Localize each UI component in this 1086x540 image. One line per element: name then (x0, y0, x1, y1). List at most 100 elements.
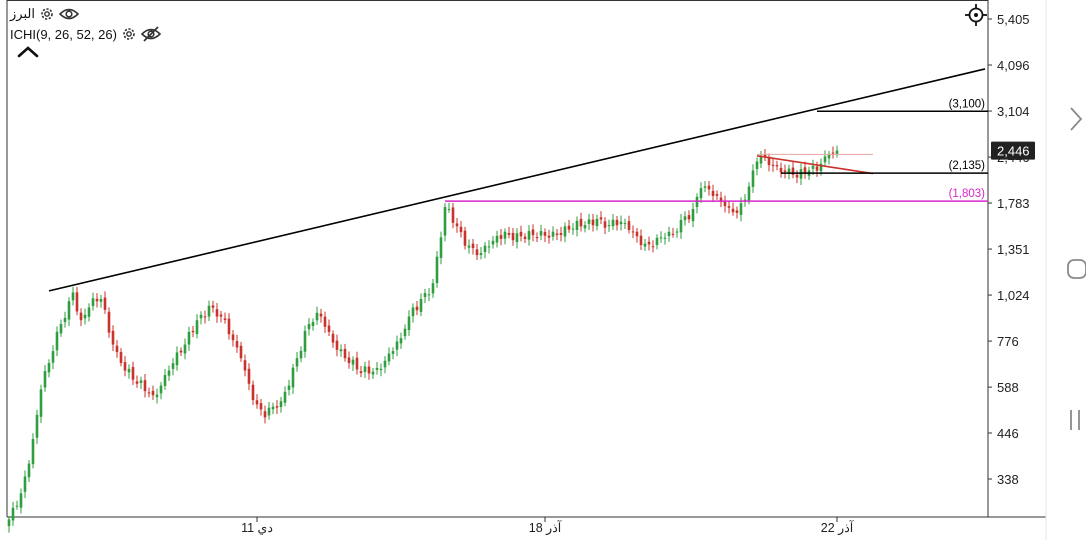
eye-off-icon[interactable] (140, 26, 161, 42)
candle-body (735, 210, 739, 213)
candle-body (307, 324, 311, 330)
candle-body (51, 351, 55, 363)
candle-body (19, 493, 23, 508)
candle-body (267, 407, 271, 416)
candle-body (603, 221, 607, 228)
candle-body (659, 237, 663, 239)
legend-indicator-name: ICHI(9, 26, 52, 26) (10, 26, 117, 42)
candle-body (675, 231, 679, 233)
candle-body (223, 318, 227, 320)
y-tick-label: 5,405 (997, 12, 1030, 27)
y-tick-label: 588 (997, 380, 1019, 395)
pause-icon[interactable] (1068, 408, 1082, 437)
candle-body (275, 406, 279, 408)
candle-body (755, 161, 759, 170)
candle-body (835, 150, 839, 154)
candle-body (611, 219, 615, 227)
candle-body (243, 360, 247, 371)
candle-body (259, 403, 263, 410)
candle-body (83, 314, 87, 319)
candle-body (571, 228, 575, 230)
chevron-up-icon[interactable] (16, 44, 40, 65)
candle-body (627, 221, 631, 230)
candle-body (495, 235, 499, 243)
candle-body (463, 230, 467, 246)
candle-body (235, 341, 239, 348)
candle-body (283, 391, 287, 403)
candle-body (331, 333, 335, 343)
candle-body (479, 252, 483, 255)
candle-body (251, 384, 255, 401)
candle-body (271, 406, 275, 410)
gear-icon[interactable] (121, 26, 137, 42)
rounded-square-icon[interactable] (1066, 258, 1086, 285)
crosshair-icon[interactable] (965, 4, 987, 31)
candle-body (151, 390, 155, 396)
candle-body (703, 186, 707, 188)
current-price-label: 2,446 (997, 144, 1030, 159)
candle-body (795, 174, 799, 178)
candle-body (475, 249, 479, 256)
candle-body (403, 328, 407, 337)
candle-body (619, 221, 623, 225)
candle-body (159, 385, 163, 394)
candle-body (31, 439, 35, 465)
candle-body (763, 154, 767, 157)
candle-body (7, 519, 11, 527)
candle-body (671, 233, 675, 235)
candle-body (707, 185, 711, 190)
candle-body (123, 362, 127, 371)
candle-body (499, 235, 503, 239)
candle-body (471, 243, 475, 249)
gear-icon[interactable] (39, 6, 55, 22)
candle-body (103, 297, 107, 310)
candle-body (819, 163, 823, 172)
candles-layer (7, 145, 839, 533)
candle-body (719, 197, 723, 203)
candle-body (739, 203, 743, 215)
y-tick-label: 338 (997, 472, 1019, 487)
candle-body (407, 316, 411, 331)
candle-body (511, 232, 515, 241)
y-tick-label: 4,096 (997, 58, 1030, 73)
y-tick-label: 446 (997, 426, 1019, 441)
candle-body (215, 309, 219, 317)
candle-body (455, 223, 459, 227)
y-tick-label: 3,104 (997, 104, 1030, 119)
candle-body (635, 231, 639, 237)
candle-body (423, 293, 427, 298)
eye-icon[interactable] (58, 6, 79, 22)
candle-body (111, 330, 115, 345)
x-tick-label: 11 دي (241, 521, 273, 535)
candle-body (203, 316, 207, 318)
candle-body (411, 307, 415, 317)
candle-body (315, 312, 319, 321)
candle-body (11, 507, 15, 521)
candle-body (427, 294, 431, 296)
candle-body (291, 367, 295, 388)
candle-body (727, 206, 731, 208)
candle-body (63, 317, 67, 323)
candle-body (615, 219, 619, 226)
candle-body (115, 345, 119, 353)
candle-body (831, 152, 835, 154)
candle-body (371, 371, 375, 375)
candle-body (183, 344, 187, 354)
candle-body (575, 220, 579, 230)
long-trendline (48, 68, 986, 292)
candle-body (135, 381, 139, 384)
candle-body (591, 219, 595, 226)
candle-body (415, 306, 419, 311)
candle-body (563, 226, 567, 237)
candle-body (299, 350, 303, 359)
candle-body (239, 345, 243, 359)
candle-body (339, 349, 343, 352)
overlays-layer: (3,100) (2,135) (1,803) (48, 68, 988, 292)
candle-body (323, 316, 327, 327)
candle-body (651, 246, 655, 248)
candle-body (107, 311, 111, 333)
candle-body (759, 156, 763, 164)
legend-indicator-row: ICHI(9, 26, 52, 26) (10, 24, 161, 44)
chevron-right-icon[interactable] (1068, 106, 1084, 137)
